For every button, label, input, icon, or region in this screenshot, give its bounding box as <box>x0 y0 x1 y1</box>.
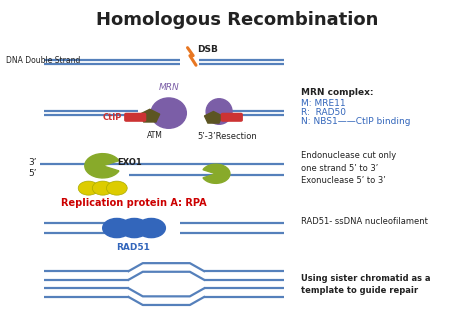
Text: RAD51: RAD51 <box>117 243 150 252</box>
Circle shape <box>137 218 165 238</box>
Wedge shape <box>85 154 119 178</box>
Text: Endonuclease cut only
one strand 5’ to 3’
Exonuclease 5’ to 3’: Endonuclease cut only one strand 5’ to 3… <box>301 151 396 185</box>
Circle shape <box>78 181 99 195</box>
Text: RAD51- ssDNA nucleofilament: RAD51- ssDNA nucleofilament <box>301 217 428 226</box>
Text: 5’-3’Resection: 5’-3’Resection <box>198 132 257 141</box>
Text: MRN complex:: MRN complex: <box>301 88 373 97</box>
Text: MRN: MRN <box>158 83 179 92</box>
Text: R:  RAD50: R: RAD50 <box>301 108 346 117</box>
Text: Homologous Recombination: Homologous Recombination <box>96 11 378 29</box>
Text: M: MRE11: M: MRE11 <box>301 99 345 108</box>
Circle shape <box>92 181 113 195</box>
Text: EXO1: EXO1 <box>117 158 142 167</box>
Text: 3’: 3’ <box>28 158 36 167</box>
Text: N: NBS1——CtIP binding: N: NBS1——CtIP binding <box>301 117 410 126</box>
Text: DSB: DSB <box>197 45 218 54</box>
Text: DNA Double Strand: DNA Double Strand <box>6 56 81 65</box>
Wedge shape <box>203 164 230 183</box>
FancyBboxPatch shape <box>125 113 146 121</box>
Circle shape <box>107 181 127 195</box>
Text: ATM: ATM <box>146 131 163 140</box>
Text: Using sister chromatid as a
template to guide repair: Using sister chromatid as a template to … <box>301 274 430 295</box>
Circle shape <box>103 218 131 238</box>
Ellipse shape <box>206 99 232 124</box>
Circle shape <box>120 218 148 238</box>
Text: Replication protein A: RPA: Replication protein A: RPA <box>61 198 206 208</box>
Ellipse shape <box>151 98 186 128</box>
Text: 5’: 5’ <box>28 169 36 178</box>
Text: CtIP: CtIP <box>102 113 121 122</box>
FancyBboxPatch shape <box>221 113 242 121</box>
